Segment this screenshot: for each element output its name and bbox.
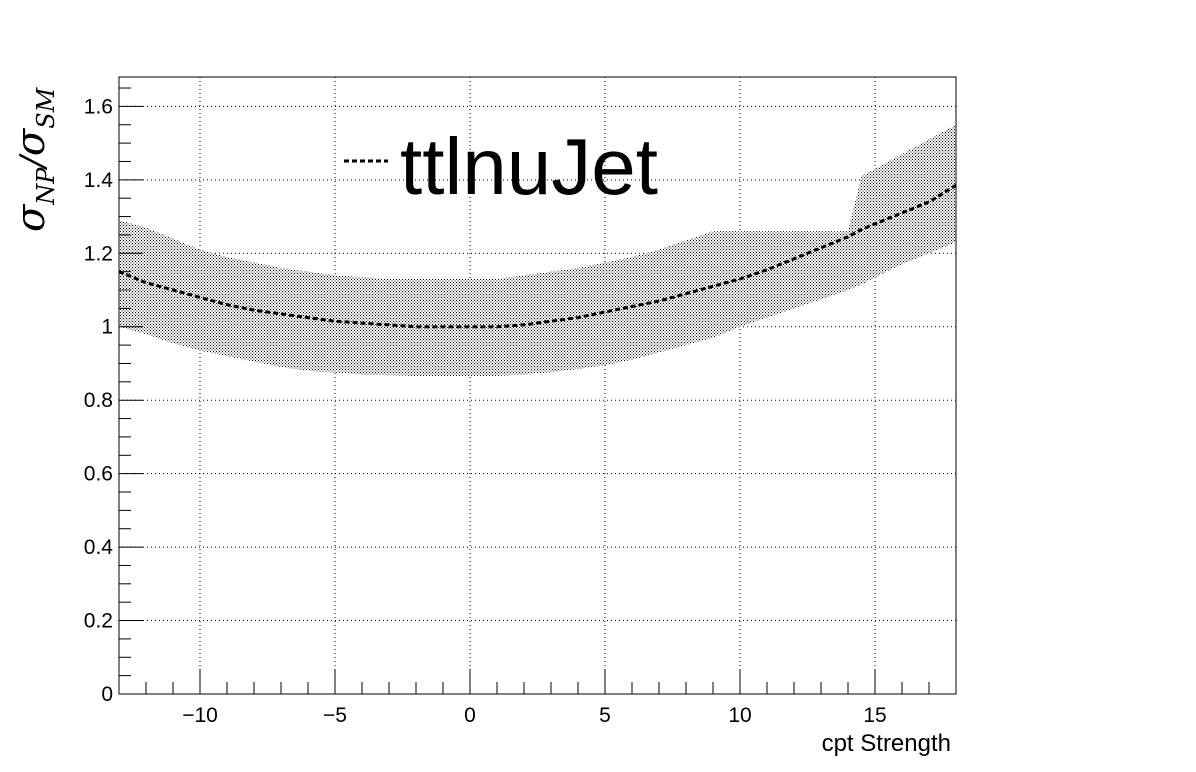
y-axis-sigma-2: σ (8, 127, 54, 156)
y-axis-sub-np: NP (32, 167, 60, 206)
legend-entry-ttlnujet: ttlnuJet (400, 122, 658, 211)
plot-frame (118, 76, 957, 695)
y-tick-label: 0.4 (84, 536, 114, 559)
y-axis-sub-sm: SM (32, 86, 60, 128)
axis-ticks (118, 87, 957, 695)
y-tick-label: 0.8 (84, 389, 113, 412)
y-axis-sigma: σ (8, 203, 54, 232)
y-axis-title: σNP/σSM (8, 86, 60, 232)
y-tick-label: 0.2 (84, 610, 113, 633)
x-tick-label: 5 (599, 704, 611, 727)
series-line (118, 184, 957, 329)
y-tick-label: 1.2 (84, 242, 113, 265)
y-tick-label: 1.4 (84, 169, 114, 192)
x-tick-label: −10 (182, 704, 218, 727)
y-tick-label: 1 (101, 316, 113, 339)
x-tick-label: 15 (863, 704, 886, 727)
tick-labels: −10 −5 0 5 10 15 0 0.2 0.4 0.6 0.8 1 1.2 1.4 1.6 (84, 95, 887, 727)
x-tick-label: −5 (323, 704, 347, 727)
legend: ttlnuJet (344, 122, 658, 211)
band-area (119, 124, 956, 376)
x-tick-label: 0 (464, 704, 476, 727)
x-axis-title: cpt Strength (822, 730, 951, 757)
x-tick-label: 10 (728, 704, 751, 727)
y-tick-label: 0 (101, 683, 113, 706)
uncertainty-band (119, 124, 956, 376)
y-axis-slash: / (13, 153, 53, 171)
series-line-ttlnujet (118, 184, 957, 329)
y-tick-label: 0.6 (84, 463, 113, 486)
y-tick-label: 1.6 (84, 95, 113, 118)
grid (119, 77, 956, 694)
